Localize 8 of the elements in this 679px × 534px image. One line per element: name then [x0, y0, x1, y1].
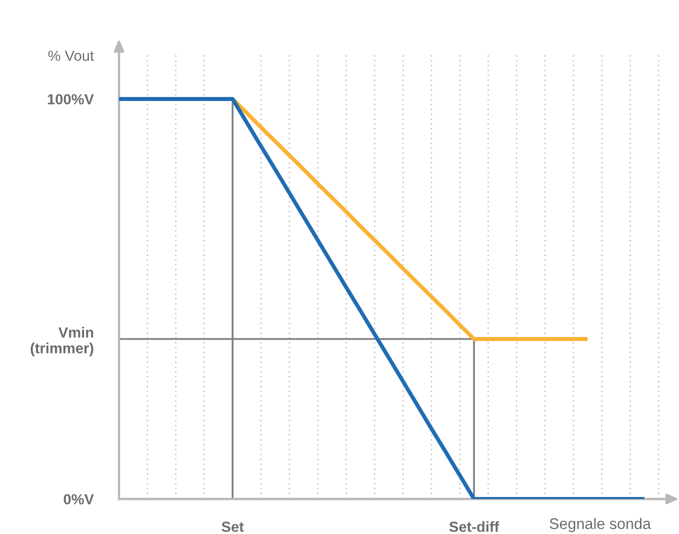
y-tick-label: Vmin (trimmer): [30, 326, 94, 356]
x-tick-label: Set-diff: [449, 521, 500, 532]
x-tick-label: Set: [222, 522, 244, 532]
line-series: [119, 97, 646, 499]
x-axis-title: Segnale sonda: [550, 518, 651, 532]
y-axis-title: % Vout: [48, 50, 94, 61]
y-tick-label: 100%V: [48, 94, 94, 104]
y-tick-label: 0%V: [64, 494, 94, 504]
